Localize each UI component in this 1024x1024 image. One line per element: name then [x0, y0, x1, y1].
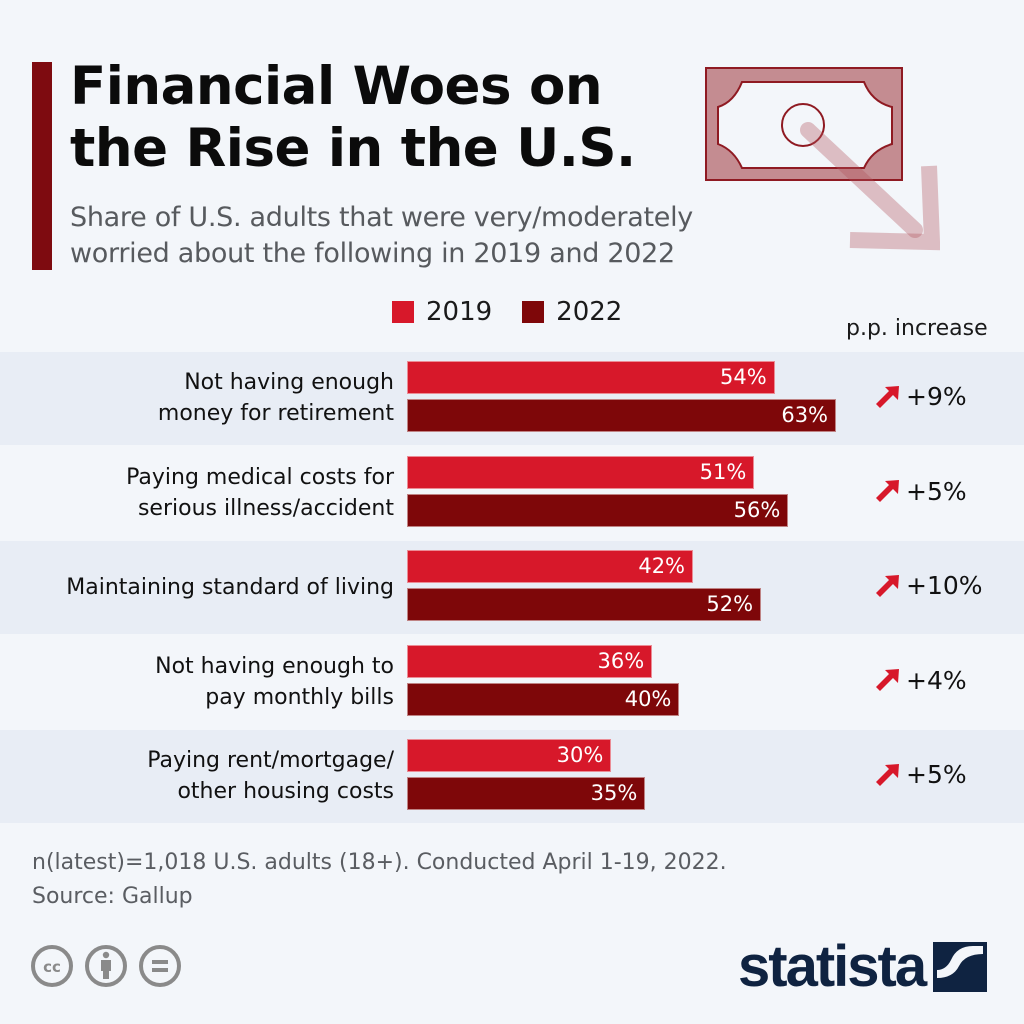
bar-value-label: 42% — [638, 554, 686, 578]
pp-increase-label: +5% — [906, 476, 967, 506]
legend-swatch-2022 — [522, 301, 545, 323]
legend-swatch-2019 — [392, 301, 414, 323]
arrow-up-right-icon — [876, 574, 899, 597]
pp-increase: +9% — [874, 382, 967, 411]
category-label: Not having enough to pay monthly bills — [155, 653, 394, 710]
subtitle-line-1: Share of U.S. adults that were very/mode… — [70, 202, 693, 233]
title-line-2: the Rise in the U.S. — [70, 118, 636, 179]
bar-value-label: 30% — [556, 743, 604, 767]
pp-increase-header: p.p. increase — [846, 316, 988, 341]
legend-item-2022: 2022 — [522, 297, 622, 327]
bar-2019 — [407, 550, 694, 583]
arrow-up-right-icon — [876, 669, 899, 692]
logo-text: statista — [738, 934, 927, 999]
chart-title: Financial Woes on the Rise in the U.S. — [70, 56, 636, 180]
statista-logo-mark-icon — [933, 942, 988, 992]
bar-2022 — [407, 682, 680, 716]
pp-increase-label: +4% — [906, 665, 967, 695]
svg-text:cc: cc — [43, 958, 61, 976]
footnote: n(latest)=1,018 U.S. adults (18+). Condu… — [32, 846, 727, 914]
bar-2022 — [407, 588, 762, 621]
title-accent-bar — [32, 62, 52, 270]
bar-value-label: 51% — [699, 459, 747, 484]
no-derivatives-icon[interactable] — [138, 944, 182, 988]
title-line-1: Financial Woes on — [70, 56, 603, 117]
attribution-icon[interactable] — [84, 944, 128, 988]
subtitle-line-2: worried about the following in 2019 and … — [70, 238, 675, 269]
category-label: Paying medical costs for serious illness… — [126, 464, 394, 521]
pp-increase: +10% — [874, 571, 983, 600]
bar-2019 — [407, 361, 775, 394]
bar-2019 — [407, 644, 653, 678]
pp-increase-label: +10% — [906, 571, 983, 601]
bar-value-label: 63% — [781, 403, 829, 427]
pp-increase-label: +9% — [906, 382, 967, 412]
license-icons: cc — [30, 944, 182, 988]
pp-increase: +5% — [874, 477, 967, 506]
bar-2019 — [407, 455, 755, 489]
pp-increase: +5% — [874, 760, 967, 789]
bar-2022 — [407, 777, 646, 810]
legend-item-2019: 2019 — [392, 297, 492, 327]
bar-value-label: 36% — [597, 648, 645, 673]
bar-value-label: 35% — [590, 781, 638, 805]
bar-2022 — [407, 493, 789, 527]
category-label: Not having enough money for retirement — [157, 370, 394, 427]
legend-label-2019: 2019 — [426, 297, 493, 327]
statista-logo[interactable]: statista — [738, 934, 988, 999]
arrow-up-right-icon — [876, 480, 899, 503]
creative-commons-icon[interactable]: cc — [30, 944, 74, 988]
arrow-up-right-icon — [876, 385, 899, 408]
category-label: Paying rent/mortgage/ other housing cost… — [147, 748, 394, 805]
bar-chart: Not having enough money for retirement 54… — [0, 352, 1024, 823]
legend: 2019 2022 — [392, 297, 622, 327]
category-label: Maintaining standard of living — [66, 574, 394, 600]
bar-value-label: 52% — [706, 592, 754, 616]
chart-subtitle: Share of U.S. adults that were very/mode… — [70, 200, 830, 272]
bar-2019 — [407, 739, 612, 772]
dollar-bill-down-arrow-icon — [705, 67, 940, 251]
bar-value-label: 40% — [624, 686, 672, 711]
legend-label-2022: 2022 — [556, 297, 623, 327]
arrow-up-right-icon — [876, 763, 899, 786]
source-note: Source: Gallup — [32, 884, 193, 909]
bar-value-label: 54% — [720, 365, 767, 389]
pp-increase-label: +5% — [906, 760, 967, 790]
bar-2022 — [407, 399, 837, 432]
sample-note: n(latest)=1,018 U.S. adults (18+). Condu… — [32, 850, 727, 875]
bar-value-label: 56% — [733, 497, 781, 522]
pp-increase: +4% — [874, 666, 967, 695]
